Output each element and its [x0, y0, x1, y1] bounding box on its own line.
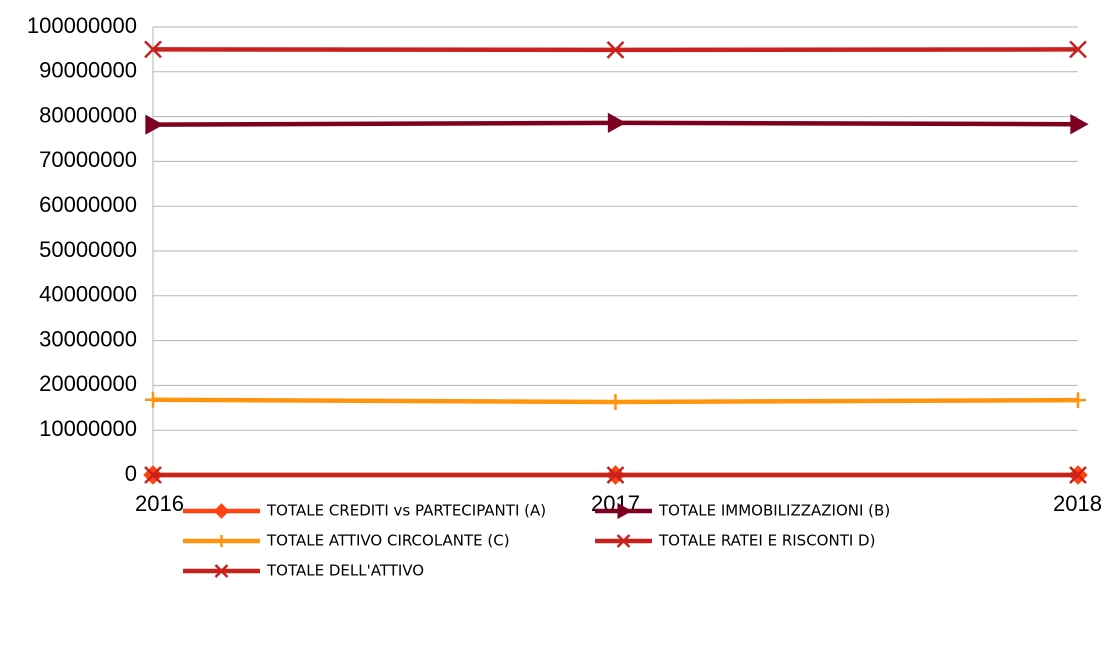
marker	[1070, 114, 1089, 135]
marker	[144, 40, 162, 59]
marker	[145, 114, 164, 135]
legend-label: TOTALE RATEI E RISCONTI D)	[658, 532, 875, 550]
marker	[616, 534, 631, 548]
y-tick-label: 70000000	[39, 147, 137, 172]
marker	[214, 564, 229, 578]
y-tick-label: 50000000	[39, 237, 137, 262]
legend-label: TOTALE ATTIVO CIRCOLANTE (C)	[266, 532, 510, 550]
y-tick-label: 40000000	[39, 282, 137, 307]
marker	[145, 391, 161, 408]
y-tick-label: 0	[125, 461, 137, 486]
marker	[1070, 392, 1086, 409]
y-tick-label: 10000000	[39, 416, 137, 441]
marker	[607, 393, 624, 410]
marker	[606, 40, 625, 59]
y-tick-label: 20000000	[39, 371, 137, 396]
x-tick-label: 2018	[1053, 491, 1102, 516]
legend-label: TOTALE IMMOBILIZZAZIONI (B)	[658, 502, 890, 520]
legend-label: TOTALE DELL'ATTIVO	[266, 562, 424, 580]
marker	[1069, 466, 1087, 484]
marker	[607, 112, 627, 133]
y-tick-label: 90000000	[39, 58, 137, 83]
legend-label: TOTALE CREDITI vs PARTECIPANTI (A)	[266, 502, 546, 520]
marker	[606, 466, 625, 484]
marker	[144, 466, 162, 484]
y-tick-label: 30000000	[39, 326, 137, 351]
marker	[1069, 40, 1087, 59]
marker	[213, 503, 230, 519]
y-tick-label: 100000000	[27, 13, 137, 38]
x-tick-label: 2016	[135, 491, 184, 516]
y-tick-label: 80000000	[39, 102, 137, 127]
y-tick-label: 60000000	[39, 192, 137, 217]
marker	[215, 535, 228, 547]
marker	[617, 502, 633, 520]
